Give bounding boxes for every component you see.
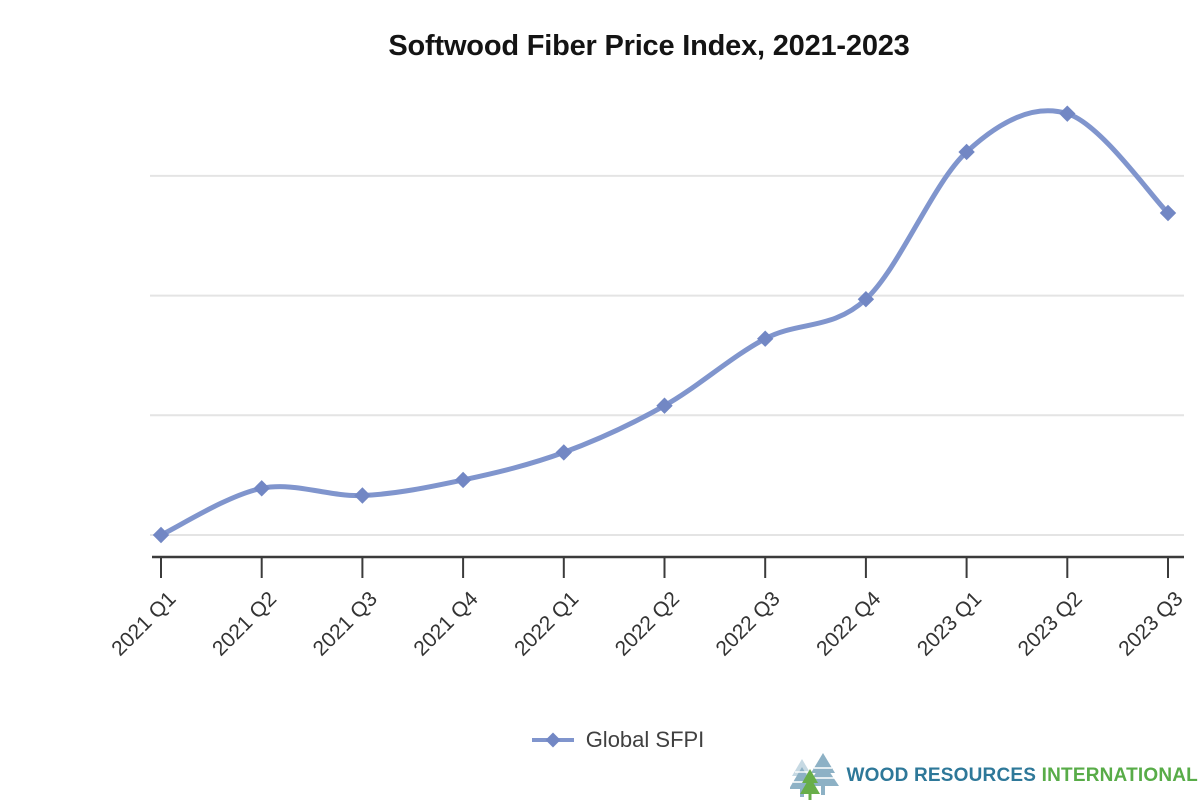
wood-resources-international-logo: WOOD RESOURCES INTERNATIONAL (789, 752, 1199, 800)
logo-text-international: INTERNATIONAL (1041, 765, 1198, 786)
data-point-marker (1059, 105, 1076, 122)
data-point-marker (555, 444, 572, 461)
x-axis-label: 2022 Q2 (611, 587, 684, 660)
x-axis-label: 2022 Q1 (510, 587, 583, 660)
legend-marker-icon (531, 732, 574, 748)
series-markers-global-sfpi (152, 105, 1177, 544)
data-point-marker (656, 397, 673, 414)
data-point-marker (757, 330, 774, 347)
data-point-marker (253, 480, 270, 497)
chart-title: Softwood Fiber Price Index, 2021-2023 (388, 30, 910, 62)
x-axis-label: 2022 Q3 (711, 587, 784, 660)
data-point-marker (454, 471, 472, 489)
line-chart-plot-area: 2021 Q1 2021 Q2 2021 Q3 2021 Q4 2022 Q1 2022 … (107, 105, 1188, 661)
legend-label: Global SFPI (585, 727, 705, 752)
data-point-marker (354, 487, 371, 504)
x-axis-label: 2023 Q3 (1114, 587, 1187, 660)
y-gridlines (150, 174, 1184, 536)
x-axis-label: 2021 Q3 (309, 587, 382, 660)
x-axis-labels: 2021 Q1 2021 Q2 2021 Q3 2021 Q4 2022 Q1 2022 … (107, 587, 1187, 660)
x-axis-label: 2021 Q4 (409, 587, 482, 660)
legend: Global SFPI (0, 727, 1200, 753)
data-point-marker (958, 143, 975, 161)
pine-trees-icon (789, 753, 839, 800)
logo-text: WOOD RESOURCES INTERNATIONAL (847, 765, 1199, 787)
logo-text-wood-resources: WOOD RESOURCES (846, 765, 1037, 786)
x-axis-label: 2022 Q4 (812, 587, 885, 660)
data-point-marker (857, 290, 875, 308)
x-axis-label: 2021 Q2 (208, 587, 281, 660)
x-axis-ticks (160, 557, 1169, 578)
data-point-marker (1159, 204, 1177, 222)
series-line-global-sfpi (158, 108, 1171, 538)
x-axis-label: 2021 Q1 (107, 587, 180, 660)
data-point-marker (152, 526, 170, 544)
x-axis-label: 2023 Q1 (913, 587, 986, 660)
x-axis-label: 2023 Q2 (1014, 587, 1087, 660)
